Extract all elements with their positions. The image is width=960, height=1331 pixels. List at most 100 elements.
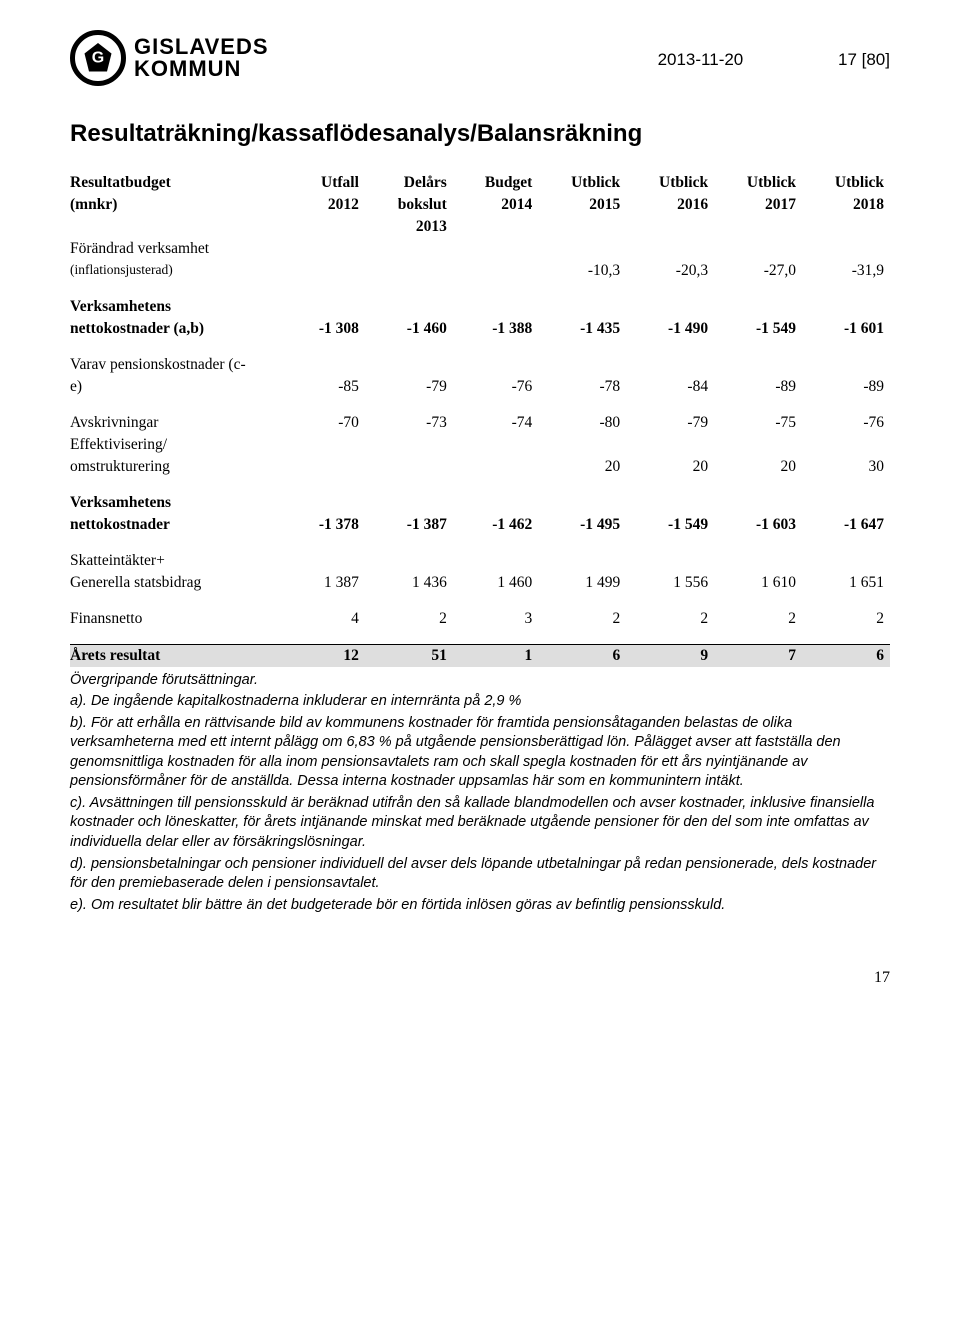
row-label: omstrukturering [70,456,290,478]
spacer [70,282,890,296]
logo-mark [70,30,126,86]
row-label: Årets resultat [70,645,290,667]
cell [453,296,538,318]
cell [290,434,365,456]
cell: 1 610 [714,572,802,594]
cell [365,354,453,376]
cell: -27,0 [714,260,802,282]
table-row: Effektivisering/ [70,434,890,456]
cell: 30 [802,456,890,478]
cell: 2 [365,608,453,630]
header-date: 2013-11-20 [658,50,744,69]
col-head-l2: 2018 [802,194,890,216]
cell: 4 [290,608,365,630]
col-head-l2: 2017 [714,194,802,216]
cell: 9 [626,645,714,667]
cell: 2 [538,608,626,630]
cell: -89 [714,376,802,398]
cell [802,434,890,456]
col-head-l3: 2013 [365,216,453,238]
cell [714,550,802,572]
table-row: Verksamhetens [70,296,890,318]
cell: 6 [802,645,890,667]
table-row: Skatteintäkter+ [70,550,890,572]
cell: -89 [802,376,890,398]
cell: 1 651 [802,572,890,594]
cell: -1 601 [802,318,890,340]
col-head-l1: Budget [453,172,538,194]
cell [290,296,365,318]
cell [453,238,538,260]
cell: -80 [538,412,626,434]
table-row: Finansnetto4232222 [70,608,890,630]
cell: -84 [626,376,714,398]
col-head-l3 [453,216,538,238]
cell: 2 [802,608,890,630]
cell [626,296,714,318]
cell: -75 [714,412,802,434]
col-head-l2: 2015 [538,194,626,216]
cell: -1 495 [538,514,626,536]
cell: -20,3 [626,260,714,282]
cell: 1 436 [365,572,453,594]
cell [453,354,538,376]
cell [290,260,365,282]
cell: -79 [365,376,453,398]
cell: 1 556 [626,572,714,594]
cell [290,354,365,376]
cell [538,492,626,514]
col-head-l3 [714,216,802,238]
spacer [70,594,890,608]
cell [290,492,365,514]
cell [626,434,714,456]
col-head-l3 [290,216,365,238]
col-head-l2: (mnkr) [70,194,290,216]
spacer [70,630,890,644]
col-head-l1: Delårs [365,172,453,194]
table-row: e)-85-79-76-78-84-89-89 [70,376,890,398]
cell [453,434,538,456]
cell: -1 460 [365,318,453,340]
col-head-l1: Utfall [290,172,365,194]
logo: GISLAVEDS KOMMUN [70,30,269,86]
cell [538,238,626,260]
cell [365,550,453,572]
cell [365,456,453,478]
cell: -1 647 [802,514,890,536]
cell [802,354,890,376]
table-row: Generella statsbidrag1 3871 4361 4601 49… [70,572,890,594]
spacer [70,478,890,492]
col-head-l3 [626,216,714,238]
cell [538,550,626,572]
page-number: 17 [70,969,890,987]
cell: 7 [714,645,802,667]
cell [290,456,365,478]
cell [290,238,365,260]
logo-line2: KOMMUN [134,58,269,80]
cell: -74 [453,412,538,434]
cell [802,492,890,514]
row-label: Verksamhetens [70,296,290,318]
logo-text: GISLAVEDS KOMMUN [134,36,269,80]
cell [365,296,453,318]
footnotes: Övergripande förutsättningar. a). De ing… [70,671,890,916]
footnotes-intro: Övergripande förutsättningar. [70,671,890,691]
cell [714,238,802,260]
cell: 20 [538,456,626,478]
cell [714,434,802,456]
row-label: Varav pensionskostnader (c- [70,354,290,376]
row-label: nettokostnader (a,b) [70,318,290,340]
table-row: Förändrad verksamhet [70,238,890,260]
cell: -10,3 [538,260,626,282]
cell [802,550,890,572]
cell [626,238,714,260]
col-head-l2: 2012 [290,194,365,216]
cell: 1 499 [538,572,626,594]
table-head: ResultatbudgetUtfallDelårsBudgetUtblickU… [70,172,890,238]
col-head-l3 [538,216,626,238]
cell: 1 460 [453,572,538,594]
cell: -1 549 [714,318,802,340]
col-head-l1: Utblick [538,172,626,194]
row-label: Verksamhetens [70,492,290,514]
col-head-l3 [70,216,290,238]
